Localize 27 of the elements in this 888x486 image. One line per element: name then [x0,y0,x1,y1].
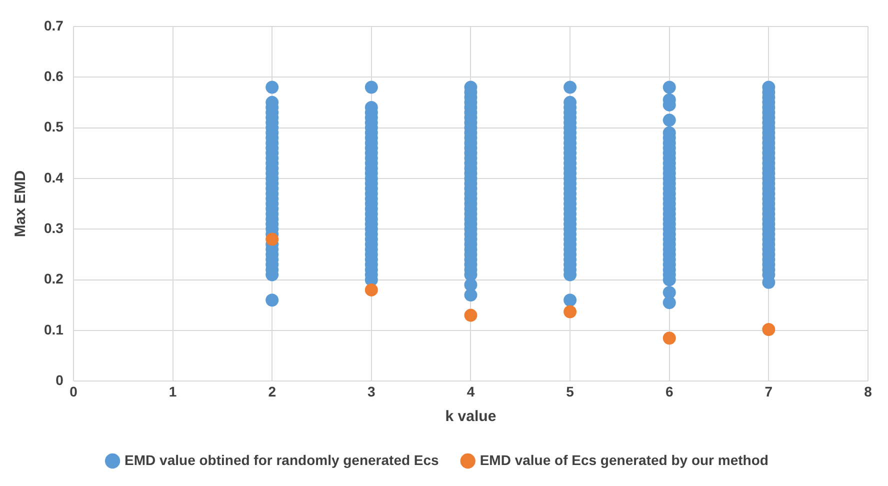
legend-label: EMD value obtined for randomly generated Ecs [124,452,440,468]
y-axis-title: Max EMD [12,170,30,238]
y-tick-label: 0.3 [44,220,64,236]
point [564,305,577,318]
point [266,232,279,246]
point [464,308,478,322]
x-tick-label: 8 [864,383,872,400]
legend-label: EMD value of Ecs generated by our method [480,452,768,468]
x-tick-label: 7 [764,383,773,400]
x-tick-label: 0 [70,383,78,400]
x-tick-label: 3 [368,383,376,400]
x-tick-label: 5 [566,383,574,400]
y-tick-label: 0.5 [44,118,64,135]
point [364,283,378,296]
y-tick-label: 0.7 [44,17,64,34]
x-axis-title: k value [445,408,496,426]
y-tick-label: 0 [56,372,64,388]
x-tick-label: 2 [268,383,276,400]
x-tick-label: 1 [168,383,177,400]
y-tick-label: 0.6 [44,68,64,84]
x-tick-label: 6 [665,383,674,400]
y-tick-label: 0.4 [44,169,64,186]
y-tick-label: 0.1 [44,321,64,338]
y-tick-label: 0.2 [44,270,64,287]
point [662,332,676,345]
x-tick-label: 4 [466,383,475,400]
point [762,323,776,336]
